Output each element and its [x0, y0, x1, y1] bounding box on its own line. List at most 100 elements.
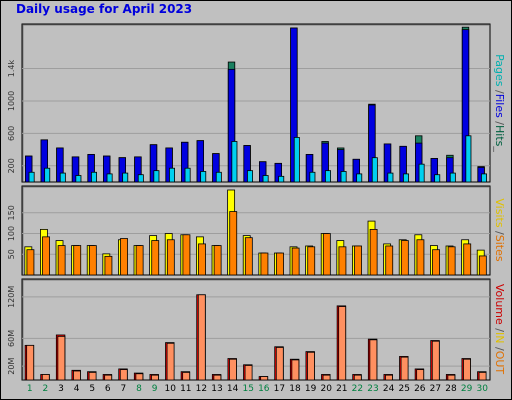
y-tick-label-top: 200 — [7, 158, 16, 173]
bar-pages — [387, 172, 394, 183]
bar-out — [213, 374, 222, 381]
bar-pages — [106, 173, 113, 183]
bar-sites — [276, 252, 284, 276]
bar-pages — [465, 135, 472, 183]
day-label: 4 — [74, 384, 80, 394]
bar-pages — [434, 174, 441, 183]
day-label: 14 — [227, 384, 239, 394]
bar-pages — [403, 173, 409, 183]
day-label: 19 — [305, 384, 317, 394]
day-label: 5 — [89, 384, 95, 394]
day-label: 28 — [445, 384, 457, 394]
day-label: 23 — [367, 384, 378, 394]
bar-out — [260, 376, 269, 381]
bar-out — [291, 359, 300, 381]
legend-text: / — [493, 325, 506, 332]
bar-out — [88, 371, 97, 381]
chart-title: Daily usage for April 2023 — [16, 2, 193, 16]
day-label: 26 — [414, 384, 426, 394]
bar-out — [135, 373, 144, 381]
day-label: 6 — [105, 384, 111, 394]
legend-pages-files-hits: Pages /Files /Hits_ — [493, 54, 506, 152]
y-tick-label-middle: 100 — [7, 226, 16, 241]
bar-out — [26, 344, 35, 381]
y-tick-label-top: 600 — [7, 126, 16, 141]
bar-pages — [169, 167, 175, 183]
legend-text: / — [493, 343, 506, 350]
bar-sites — [135, 245, 144, 276]
bar-pages — [293, 137, 300, 183]
day-label: 3 — [58, 384, 64, 394]
bar-pages — [262, 175, 269, 183]
day-label: 13 — [211, 384, 222, 394]
bar-sites — [307, 246, 316, 276]
legend-text: Pages — [493, 54, 506, 87]
bar-out — [478, 371, 487, 381]
day-label: 8 — [136, 384, 142, 394]
bar-out — [369, 339, 378, 381]
bar-sites — [416, 239, 425, 276]
bar-pages — [137, 174, 144, 183]
y-tick-label-middle: 50 — [7, 249, 16, 259]
bar-out — [151, 374, 159, 381]
plot-area-middle — [21, 185, 491, 276]
day-label: 16 — [258, 384, 270, 394]
bar-sites — [198, 243, 206, 276]
bar-out — [385, 374, 393, 381]
day-label: 11 — [180, 384, 191, 394]
legend-volume-in-out: Volume /IN /OUT — [493, 284, 506, 375]
bar-out — [41, 374, 50, 381]
plot-area-bottom — [21, 278, 491, 381]
bar-sites — [354, 245, 362, 276]
legend-text: Files — [493, 94, 506, 118]
bar-sites — [151, 240, 160, 276]
day-label: 7 — [121, 384, 127, 394]
day-label: 29 — [461, 384, 473, 394]
day-label: 18 — [289, 384, 301, 394]
bar-out — [338, 306, 347, 381]
bar-sites — [463, 243, 472, 276]
bar-sites — [244, 237, 253, 276]
bar-pages — [325, 170, 331, 183]
day-label: 12 — [196, 384, 207, 394]
bar-sites — [182, 234, 191, 276]
bar-pages — [481, 173, 487, 183]
bar-out — [353, 374, 362, 381]
bar-sites — [120, 238, 128, 276]
bar-out — [197, 294, 206, 381]
legend-text: Visits — [493, 198, 506, 227]
bar-sites — [166, 239, 175, 276]
bar-out — [119, 369, 128, 381]
bar-pages — [247, 170, 253, 183]
bar-out — [322, 374, 331, 381]
bar-pages — [59, 172, 66, 183]
bar-out — [182, 371, 191, 381]
bar-out — [431, 340, 440, 381]
legend-text: OUT — [493, 351, 506, 375]
bar-out — [463, 358, 471, 381]
day-label: 20 — [320, 384, 332, 394]
y-tick-label-top: 1000 — [7, 91, 16, 111]
bar-sites — [229, 211, 238, 276]
bar-sites — [322, 233, 331, 276]
bar-out — [307, 351, 315, 381]
bar-pages — [449, 172, 456, 183]
bar-sites — [447, 246, 456, 276]
bar-sites — [369, 228, 378, 276]
bar-sites — [338, 246, 347, 276]
bar-sites — [260, 252, 269, 276]
day-label: 27 — [430, 384, 441, 394]
bar-pages — [215, 171, 222, 183]
bar-pages — [371, 157, 378, 183]
bar-out — [244, 365, 253, 381]
legend-text: Sites — [493, 235, 506, 262]
day-label: 1 — [27, 384, 33, 394]
bar-pages — [278, 175, 285, 183]
y-tick-label-top: 1.4k — [7, 59, 16, 77]
bar-pages — [418, 163, 425, 183]
bar-out — [275, 347, 284, 381]
day-label: 21 — [336, 384, 347, 394]
bar-sites — [478, 255, 487, 276]
bar-sites — [42, 236, 50, 276]
legend-text: Hits — [493, 125, 506, 147]
